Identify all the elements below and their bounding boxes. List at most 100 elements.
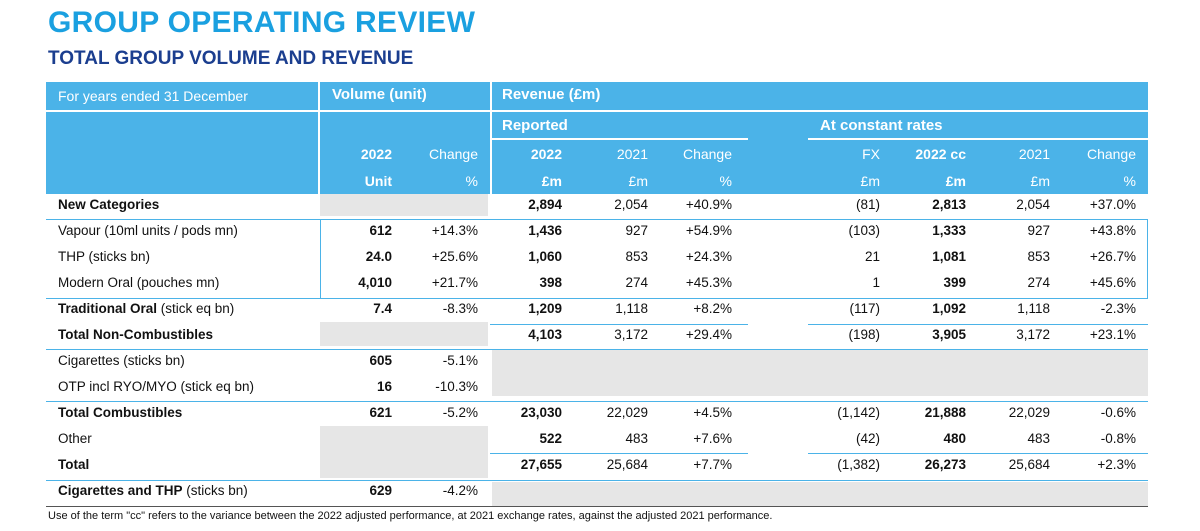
table-cell: 3,905 [932,327,966,342]
table-cell: 483 [625,431,648,446]
rule [808,324,1148,325]
rule [490,453,748,454]
table-cell: 483 [1027,431,1050,446]
table-cell: 26,273 [924,457,966,472]
table-cell: 398 [539,275,562,290]
table-cell: 1,118 [1017,301,1050,316]
table-cell: 24.0 [365,249,392,264]
table-cell: +29.4% [685,327,732,342]
rule-bottom [46,506,1148,507]
header-col-1: Change [428,146,478,162]
page-title: GROUP OPERATING REVIEW [48,6,476,39]
table-cell: -0.6% [1100,405,1136,420]
table-cell: -2.3% [1100,301,1136,316]
table-cell: 927 [625,223,648,238]
table-row: Total Combustibles 621 -5.2% 23,030 22,029 +4… [0,400,1200,426]
table-cell: 1,081 [932,249,966,264]
table-row: Other 522 483 +7.6% (42) 480 483 -0.8% [0,426,1200,452]
header-band-top [46,82,1148,110]
table-row: OTP incl RYO/MYO (stick eq bn) 16 -10.3% [0,374,1200,400]
table-cell: +26.7% [1089,249,1136,264]
table-cell: 25,684 [606,457,648,472]
header-col-6: 2022 cc [915,146,966,162]
table-cell: (42) [855,431,880,446]
header-underline-constant [808,138,1148,140]
rule [490,324,748,325]
header-unit-7: £m [1030,173,1050,189]
header-col-7: 2021 [1018,146,1050,162]
table-cell: +25.6% [431,249,478,264]
table-cell: +21.7% [431,275,478,290]
rule [46,401,1148,402]
header-col-0: 2022 [360,146,392,162]
table-row: Cigarettes (sticks bn) 605 -5.1% [0,348,1200,374]
table-cell: +4.5% [693,405,732,420]
table-cell: +7.6% [693,431,732,446]
row-label: Vapour (10ml units / pods mn) [58,223,238,238]
table-cell: (103) [848,223,880,238]
table-cell: 16 [376,379,392,394]
rule [46,480,1148,481]
header-unit-6: £m [945,173,966,189]
table-cell: (198) [848,327,880,342]
header-col-8: Change [1086,146,1136,162]
table-cell: 2,054 [1016,197,1050,212]
table-cell: -0.8% [1100,431,1136,446]
table-row: Modern Oral (pouches mn) 4,010 +21.7% 398 27… [0,270,1200,296]
rule [808,453,1148,454]
row-label: Cigarettes and THP (sticks bn) [58,483,248,498]
header-underline-reported [490,138,748,140]
table-cell: 1,333 [932,223,966,238]
header-unit-1: % [465,173,478,189]
header-unit-2: £m [541,173,562,189]
table-cell: 4,010 [358,275,392,290]
table-cell: +2.3% [1097,457,1136,472]
table-row: Traditional Oral (stick eq bn) 7.4 -8.3% 1,… [0,296,1200,322]
row-label: OTP incl RYO/MYO (stick eq bn) [58,379,255,394]
row-label: Total Non-Combustibles [58,327,213,342]
header-unit-4: % [719,173,732,189]
header-col-3: 2021 [616,146,648,162]
table-cell: (1,382) [837,457,880,472]
row-label: Cigarettes (sticks bn) [58,353,185,368]
header-period: For years ended 31 December [58,88,248,104]
table-cell: +37.0% [1089,197,1136,212]
table-cell: 23,030 [520,405,562,420]
table-cell: +45.6% [1089,275,1136,290]
header-col-2: 2022 [530,146,562,162]
table-cell: 1 [872,275,880,290]
header-separator-1 [318,82,320,194]
table-cell: 274 [1027,275,1050,290]
table-cell: 2,054 [614,197,648,212]
table-cell: 27,655 [520,457,562,472]
table-cell: +8.2% [693,301,732,316]
header-unit-8: % [1123,173,1136,189]
table-cell: +43.8% [1089,223,1136,238]
row-label: THP (sticks bn) [58,249,151,264]
table-cell: 612 [369,223,392,238]
table-cell: 853 [625,249,648,264]
table-row: New Categories 2,894 2,054 +40.9% (81) 2,813 2… [0,192,1200,218]
table-cell: -5.2% [442,405,478,420]
header-reported: Reported [502,117,568,134]
table-cell: +24.3% [685,249,732,264]
table-cell: 621 [369,405,392,420]
shade-other-total-volume [320,426,488,478]
table-cell: 2,813 [932,197,966,212]
header-unit-5: £m [860,173,880,189]
header-col-4: Change [682,146,732,162]
table-cell: +7.7% [693,457,732,472]
table-cell: 522 [539,431,562,446]
table-cell: 1,092 [932,301,966,316]
header-band-bottom [46,112,1148,194]
table-cell: +45.3% [685,275,732,290]
table-cell: 927 [1027,223,1050,238]
shade-new-categories-volume [320,194,488,216]
rule [46,219,320,220]
table-cell: 605 [369,353,392,368]
table-cell: +40.9% [685,197,732,212]
rule [46,298,320,299]
table-cell: (1,142) [837,405,880,420]
table-cell: 3,172 [1016,327,1050,342]
header-unit-0: Unit [364,173,392,189]
